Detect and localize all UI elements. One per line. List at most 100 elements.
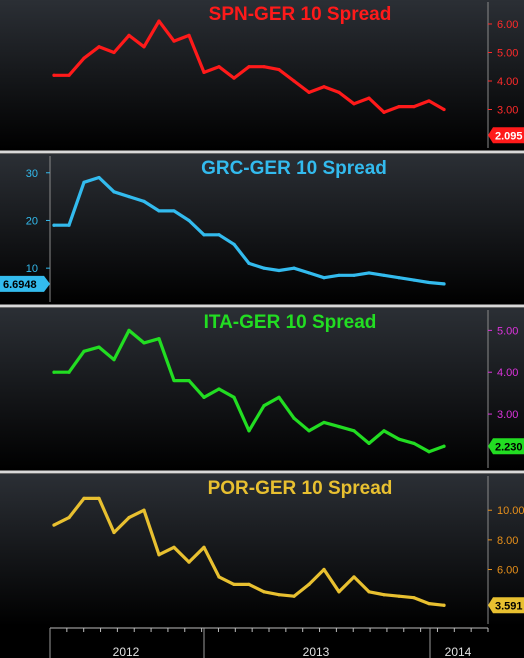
data-point bbox=[187, 33, 191, 37]
data-point bbox=[112, 50, 116, 55]
data-point bbox=[427, 450, 431, 454]
data-point bbox=[232, 395, 236, 399]
data-point bbox=[352, 575, 356, 579]
x-tick-label: 2012 bbox=[113, 645, 140, 658]
data-point bbox=[292, 79, 296, 83]
data-point bbox=[217, 233, 221, 237]
data-point bbox=[397, 437, 401, 441]
data-point bbox=[442, 444, 446, 448]
data-point bbox=[202, 70, 206, 75]
y-tick-label: 3.00 bbox=[497, 104, 518, 116]
y-tick-label: 5.00 bbox=[497, 47, 518, 59]
data-point bbox=[322, 420, 326, 425]
data-point bbox=[82, 349, 86, 353]
y-tick-label: 4.00 bbox=[497, 367, 518, 379]
chart-title: SPN-GER 10 Spread bbox=[209, 4, 392, 25]
data-point bbox=[337, 590, 341, 594]
data-point bbox=[382, 429, 386, 433]
data-point bbox=[187, 218, 191, 223]
data-point bbox=[277, 268, 281, 273]
chart-title: GRC-GER 10 Spread bbox=[201, 158, 387, 179]
data-point bbox=[277, 593, 281, 597]
last-value-badge bbox=[488, 438, 524, 455]
data-point bbox=[367, 590, 371, 594]
data-point bbox=[247, 582, 251, 586]
data-point bbox=[52, 523, 56, 527]
last-value-badge bbox=[488, 597, 524, 614]
y-tick-label: 6.00 bbox=[497, 565, 518, 577]
data-point bbox=[112, 190, 116, 194]
data-point bbox=[382, 110, 386, 114]
data-point bbox=[247, 65, 251, 69]
x-axis-background bbox=[0, 626, 524, 658]
panel-por-ger: 6.00 8.00 10.00 POR-GER 10 Spread 3.591 bbox=[0, 470, 524, 626]
data-point bbox=[157, 553, 161, 557]
data-point bbox=[217, 575, 221, 579]
data-point bbox=[442, 282, 446, 286]
data-point bbox=[442, 603, 446, 607]
data-point bbox=[232, 242, 236, 246]
data-point bbox=[337, 90, 341, 94]
last-value-label: 3.591 bbox=[495, 600, 523, 612]
data-point bbox=[172, 378, 176, 383]
data-point bbox=[292, 594, 296, 598]
data-point bbox=[67, 516, 71, 520]
data-point bbox=[157, 337, 161, 341]
x-axis: 2012 2013 2014 bbox=[0, 626, 524, 658]
data-point bbox=[367, 441, 371, 445]
data-point bbox=[142, 199, 146, 203]
data-point bbox=[247, 261, 251, 265]
data-point bbox=[127, 33, 131, 37]
data-point bbox=[142, 508, 146, 512]
data-point bbox=[112, 358, 116, 362]
data-point bbox=[82, 56, 86, 60]
last-value-tag: 3.591 bbox=[488, 597, 524, 614]
last-value-tag: 2.230 bbox=[488, 438, 524, 455]
data-point bbox=[82, 180, 86, 184]
chart-title: POR-GER 10 Spread bbox=[208, 478, 393, 499]
data-point bbox=[367, 271, 371, 275]
data-point bbox=[97, 175, 101, 180]
data-point bbox=[142, 45, 146, 49]
data-point bbox=[277, 67, 281, 72]
last-value-label: 6.6948 bbox=[3, 279, 37, 291]
chart-title: ITA-GER 10 Spread bbox=[204, 312, 377, 333]
data-point bbox=[307, 90, 311, 94]
data-point bbox=[322, 567, 326, 572]
data-point bbox=[52, 73, 56, 77]
panel-background bbox=[0, 308, 524, 470]
data-point bbox=[262, 404, 266, 408]
data-point bbox=[217, 65, 221, 69]
panel-grc-ger: 10 20 30 GRC-GER 10 Spread 6.6948 bbox=[0, 150, 524, 304]
y-tick-label: 8.00 bbox=[497, 535, 518, 547]
data-point bbox=[202, 233, 206, 237]
data-point bbox=[412, 105, 416, 109]
x-tick-label: 2014 bbox=[445, 645, 472, 658]
y-tick-label: 30 bbox=[26, 168, 38, 180]
data-point bbox=[412, 278, 416, 282]
data-point bbox=[247, 429, 251, 433]
last-value-label: 2.230 bbox=[495, 441, 523, 453]
data-point bbox=[82, 496, 86, 500]
panel-ita-ger: 3.00 4.00 5.00 ITA-GER 10 Spread 2.230 bbox=[0, 304, 524, 470]
data-point bbox=[352, 273, 356, 277]
panel-background bbox=[0, 154, 524, 304]
last-value-tag: 6.6948 bbox=[0, 275, 50, 292]
y-tick-label: 5.00 bbox=[497, 325, 518, 337]
data-point bbox=[307, 429, 311, 433]
data-point bbox=[262, 266, 266, 270]
data-point bbox=[262, 65, 266, 69]
data-point bbox=[127, 195, 131, 199]
data-point bbox=[307, 271, 311, 275]
data-point bbox=[52, 223, 56, 227]
y-tick-label: 6.00 bbox=[497, 19, 518, 31]
data-point bbox=[127, 328, 131, 332]
data-point bbox=[52, 370, 56, 374]
data-point bbox=[187, 560, 191, 564]
data-point bbox=[127, 516, 131, 520]
data-point bbox=[382, 273, 386, 277]
data-point bbox=[397, 105, 401, 109]
data-point bbox=[67, 370, 71, 374]
data-point bbox=[67, 223, 71, 227]
last-value-badge bbox=[0, 275, 50, 292]
